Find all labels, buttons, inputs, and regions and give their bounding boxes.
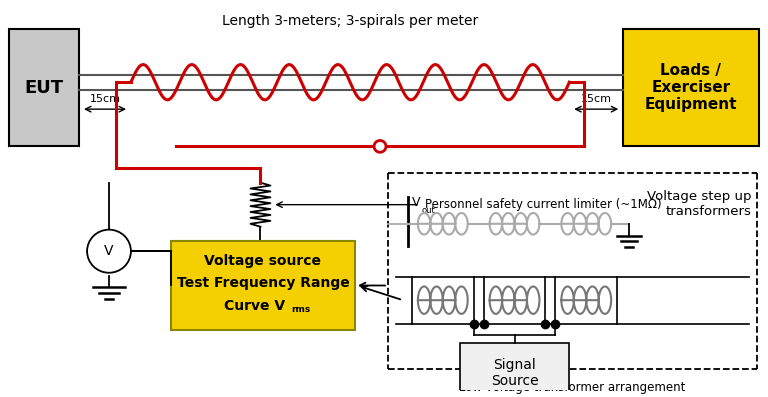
Text: V: V [412, 196, 420, 209]
Bar [460, 343, 569, 397]
Text: Signal
Source: Signal Source [491, 358, 538, 388]
Bar [623, 29, 759, 146]
Text: Length 3-meters; 3-spirals per meter: Length 3-meters; 3-spirals per meter [222, 14, 478, 28]
Circle shape [374, 141, 386, 152]
Bar [412, 277, 474, 324]
Text: Curve V: Curve V [224, 299, 286, 313]
Text: out: out [422, 206, 435, 214]
Text: Test Frequency Range: Test Frequency Range [177, 276, 349, 289]
Circle shape [87, 229, 131, 273]
Bar [9, 29, 79, 146]
Text: Low voltage transformer arrangement: Low voltage transformer arrangement [459, 380, 686, 393]
Text: 15cm: 15cm [581, 94, 612, 104]
Text: EUT: EUT [25, 79, 64, 96]
Text: Voltage step up
transformers: Voltage step up transformers [647, 191, 752, 218]
Text: Loads /
Exerciser
Equipment: Loads / Exerciser Equipment [644, 63, 737, 112]
Bar [170, 241, 355, 330]
Text: rms: rms [291, 305, 310, 314]
Text: Personnel safety current limiter (~1MΩ): Personnel safety current limiter (~1MΩ) [425, 198, 661, 211]
Text: Voltage source: Voltage source [204, 254, 322, 268]
Bar [555, 277, 617, 324]
Text: V: V [104, 244, 114, 258]
Bar [484, 277, 545, 324]
Text: 15cm: 15cm [90, 94, 121, 104]
